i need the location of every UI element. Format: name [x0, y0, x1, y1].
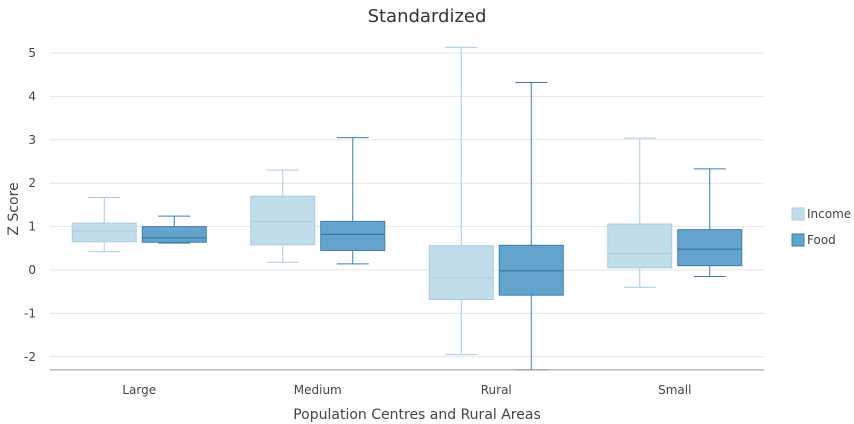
x-tick-label: Medium [294, 383, 342, 397]
box-rect [71, 222, 137, 243]
box-rect [320, 220, 386, 251]
box-income-rural [428, 46, 494, 356]
legend-label-food: Food [807, 233, 836, 247]
gridlines [50, 52, 764, 358]
y-tick-label: 3 [28, 133, 36, 147]
box-rect [498, 244, 564, 296]
legend-label-income: Income [807, 207, 851, 221]
box-rect [141, 226, 207, 243]
y-tick-label: 5 [28, 46, 36, 60]
box-income-large [71, 197, 137, 253]
box-rect [250, 195, 316, 246]
x-tick-label: Large [122, 383, 156, 397]
y-tick-label: -1 [24, 306, 36, 320]
series-income [71, 46, 673, 356]
x-axis-title: Population Centres and Rural Areas [293, 407, 541, 423]
x-tick-label: Small [658, 383, 691, 397]
y-tick-label: 4 [28, 89, 36, 103]
legend-swatch-food [791, 233, 805, 247]
box-series [71, 46, 743, 371]
box-food-rural [498, 82, 564, 371]
box-rect [677, 229, 743, 267]
legend-swatch-income [791, 207, 805, 221]
legend: Income Food [791, 207, 851, 247]
box-rect [607, 223, 673, 269]
box-income-small [607, 137, 673, 288]
y-axis-ticks: -2 -1 0 1 2 3 4 5 [24, 46, 36, 364]
box-income-medium [250, 169, 316, 263]
box-food-medium [320, 137, 386, 265]
chart-title: Standardized [368, 6, 487, 27]
y-tick-label: 0 [28, 263, 36, 277]
y-tick-label: 2 [28, 176, 36, 190]
y-axis-title: Z Score [6, 182, 22, 235]
box-food-small [677, 168, 743, 278]
x-tick-label: Rural [481, 383, 512, 397]
box-food-large [141, 215, 207, 244]
y-tick-label: -2 [24, 350, 36, 364]
box-rect [428, 245, 494, 301]
series-food [141, 82, 743, 371]
x-axis-ticks: Large Medium Rural Small [122, 383, 691, 397]
y-tick-label: 1 [28, 220, 36, 234]
